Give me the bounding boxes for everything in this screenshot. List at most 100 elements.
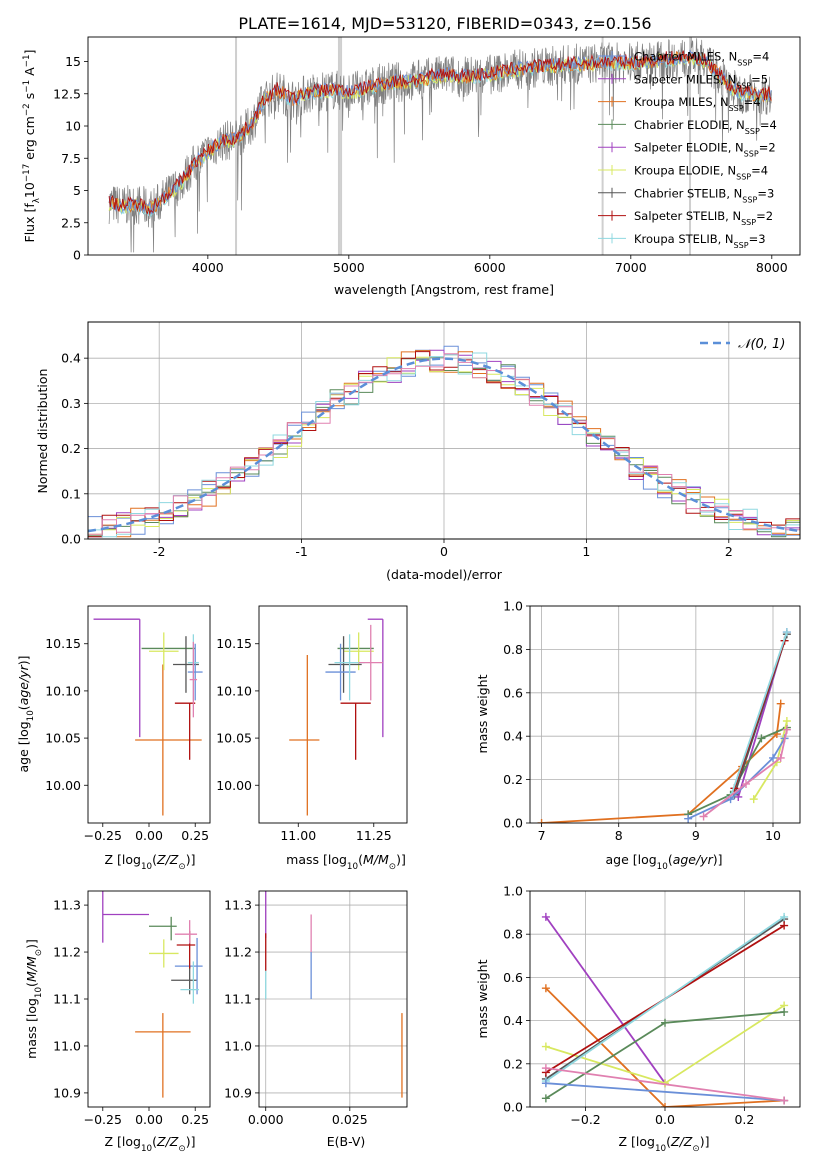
residuals-axes: -2 -1 0 1 2 0.0 0.1 0.2 0.3 0.4 (data-model)/error…	[35, 321, 801, 582]
mass-weight-marker	[541, 1094, 550, 1103]
mw-age-ytick-label: 0.8	[503, 642, 523, 657]
mw-z-ytick-label: 0.0	[503, 1100, 523, 1115]
spectrum-ytick-label: 2.5	[61, 215, 81, 230]
age-z-panel: −0.25 0.00 0.25 10.00 10.05 10.10 10.15 Z [log1…	[16, 605, 211, 872]
mass-weight-marker	[782, 717, 791, 726]
mass-z-xtick-label: −0.25	[84, 1112, 122, 1127]
mass-weight-marker	[782, 725, 791, 734]
mass-z-xlabel: Z [log10(Z/Z⊙)]	[105, 1134, 196, 1154]
legend-label: Chabrier MILES, NSSP=4	[634, 50, 769, 68]
mass-weight-marker	[541, 1042, 550, 1051]
mass-weight-line	[545, 987, 785, 1107]
figure-title: PLATE=1614, MJD=53120, FIBERID=0343, z=0…	[238, 14, 651, 33]
mass-weight-marker	[541, 1064, 550, 1073]
mass-weight-marker	[782, 628, 791, 637]
panels: 4000 5000 6000 7000 800002.557.51012.515wave…	[16, 36, 801, 1154]
age-z-ylabel: age [log10(age/yr)]	[16, 655, 36, 772]
mass-z-ylabel: mass [log10(M/M⊙)]	[24, 939, 44, 1059]
mw-age-plot-area	[537, 628, 791, 823]
mass-z-ytick-label: 11.0	[53, 1038, 81, 1053]
legend-label: Chabrier ELODIE, NSSP=4	[634, 118, 777, 136]
mw-z-ytick-label: 0.6	[503, 970, 523, 985]
mass-ebv-ytick-label: 11.2	[224, 945, 252, 960]
age-mass-plot-area	[289, 618, 384, 816]
mass-weight-marker	[684, 814, 693, 823]
mw-z-ylabel: mass weight	[475, 959, 490, 1038]
spectrum-model-line	[108, 49, 772, 215]
mw-z-ytick-label: 0.4	[503, 1013, 523, 1028]
mw-z-xtick-label: 0.0	[655, 1112, 675, 1127]
legend-label: 𝒩(0, 1)	[738, 337, 785, 352]
spectrum-model-line	[108, 50, 772, 216]
spectrum-ytick-label: 7.5	[61, 151, 81, 166]
mw-age-xtick-label: 8	[615, 828, 623, 843]
age-z-xtick-label: 0.00	[135, 828, 163, 843]
mass-weight-marker	[541, 1079, 550, 1088]
residuals-grid-ytick-label: 0.4	[61, 351, 81, 366]
mass-weight-line	[545, 1067, 785, 1102]
legend-label: Salpeter STELIB, NSSP=2	[634, 209, 773, 227]
mass-weight-line	[545, 916, 785, 1082]
mass-z-ytick-label: 11.1	[53, 992, 81, 1007]
spectrum-ylabel: Flux [fλ10−17 erg cm−2 s−1 A−1]	[22, 50, 42, 243]
mass-z-axes: −0.25 0.00 0.25 10.9 11.0 11.1 11.2 11.3 Z [log1…	[24, 890, 211, 1154]
mass-weight-marker	[776, 753, 785, 762]
mw-z-ytick-label: 1.0	[503, 884, 523, 899]
gaussian-curve	[88, 357, 800, 533]
age-mass-panel: 11.00 11.25 10.00 10.05 10.10 10.15 mass [log1…	[216, 605, 408, 872]
mw-z-plot-area	[541, 912, 789, 1107]
mass-weight-marker	[780, 1096, 789, 1105]
spectrum-ytick-label: 0	[73, 248, 81, 263]
mw-z-xtick-label: 0.2	[734, 1112, 754, 1127]
age-mass-ytick-label: 10.00	[216, 778, 252, 793]
spectrum-xtick-label: 8000	[756, 260, 788, 275]
residuals-grid-ytick-label: 0.3	[61, 396, 81, 411]
age-mass-frame	[258, 605, 408, 824]
age-mass-xtick-label: 11.25	[356, 828, 392, 843]
mw-age-axes: 7 8 9 10 0.0 0.2 0.4 0.6 0.8 1.0 age [log10(age/yr…	[475, 599, 801, 872]
mass-ebv-ytick-label: 11.1	[224, 992, 252, 1007]
residuals-grid-xtick-label: -1	[295, 544, 307, 559]
mw-age-frame	[529, 605, 801, 824]
residuals-grid-ytick-label: 0.0	[61, 532, 81, 547]
age-z-xtick-label: −0.25	[84, 828, 122, 843]
mass-weight-marker	[780, 1007, 789, 1016]
mw-age-panel: 7 8 9 10 0.0 0.2 0.4 0.6 0.8 1.0 age [log10(age/yr…	[475, 599, 801, 872]
mass-ebv-ytick-label: 11.0	[224, 1038, 252, 1053]
spectrum-xtick-label: 5000	[333, 260, 365, 275]
age-z-xtick-label: 0.25	[181, 828, 209, 843]
residuals-grid-ytick-label: 0.2	[61, 441, 81, 456]
spectrum-frame	[87, 36, 801, 256]
age-mass-ytick-label: 10.10	[216, 683, 252, 698]
mass-weight-line	[687, 726, 788, 816]
mw-z-ytick-label: 0.2	[503, 1056, 523, 1071]
mass-ebv-xtick-label: 0.025	[332, 1112, 368, 1127]
spectrum-xtick-label: 7000	[615, 260, 647, 275]
spectrum-ytick-label: 15	[65, 54, 81, 69]
mw-age-xtick-label: 7	[538, 828, 546, 843]
residuals-grid-xtick-label: 1	[582, 544, 590, 559]
mass-weight-marker	[541, 984, 550, 993]
legend-label: Salpeter MILES, NSSP=5	[634, 72, 768, 90]
spectrum-xtick-label: 4000	[192, 260, 224, 275]
mass-weight-marker	[749, 795, 758, 804]
age-z-frame	[87, 605, 211, 824]
age-z-xlabel: Z [log10(Z/Z⊙)]	[105, 852, 196, 872]
mw-age-ytick-label: 0.0	[503, 816, 523, 831]
mass-weight-marker	[661, 1018, 669, 1027]
mass-weight-line	[703, 729, 788, 818]
age-z-ytick-label: 10.00	[45, 778, 81, 793]
age-z-ytick-label: 10.10	[45, 683, 81, 698]
mw-z-axes: −0.2 0.0 0.2 0.0 0.2 0.4 0.6 0.8 1.0 Z [log10(Z/Z…	[475, 884, 801, 1154]
spectrum-xlabel: wavelength [Angstrom, rest frame]	[334, 282, 554, 297]
mass-weight-marker	[780, 921, 789, 930]
legend-label: Kroupa MILES, NSSP=4	[634, 95, 761, 113]
age-mass-axes: 11.00 11.25 10.00 10.05 10.10 10.15 mass [log1…	[216, 605, 408, 872]
mass-z-ytick-label: 11.2	[53, 945, 81, 960]
mass-weight-marker	[780, 912, 789, 921]
mw-age-ylabel: mass weight	[475, 674, 490, 753]
residuals-panel: -2 -1 0 1 2 0.0 0.1 0.2 0.3 0.4 (data-model)/error…	[35, 321, 801, 582]
mass-weight-marker	[699, 812, 708, 821]
mass-weight-marker	[661, 1103, 669, 1107]
